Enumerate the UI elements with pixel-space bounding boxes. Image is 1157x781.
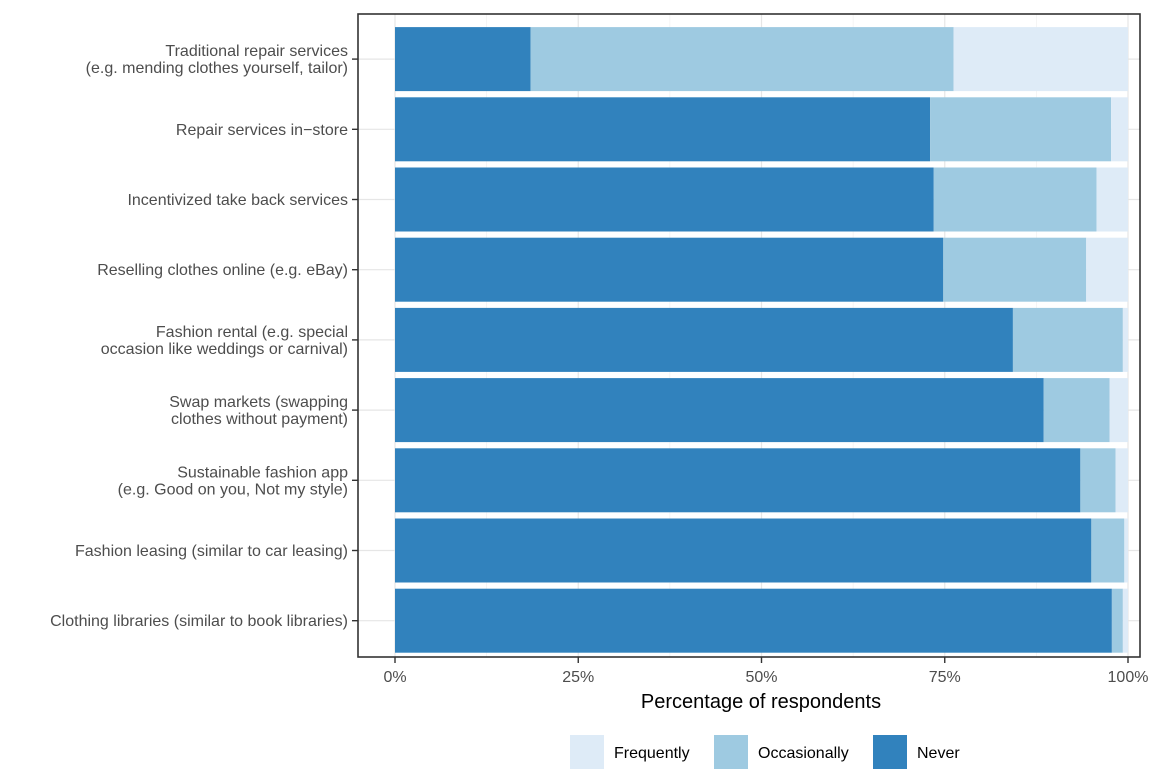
- bar-never-8: [395, 518, 1092, 583]
- legend-swatch-never: [873, 735, 907, 769]
- x-tick-label: 0%: [383, 669, 406, 686]
- bars: [395, 27, 1128, 653]
- category-label-1: Traditional repair services (e.g. mending…: [86, 43, 348, 77]
- bar-never-6: [395, 378, 1044, 443]
- category-label-line: Swap markets (swapping: [169, 394, 348, 411]
- category-label-line: (e.g. Good on you, Not my style): [118, 481, 348, 498]
- plot-panel-border: [357, 13, 1141, 658]
- bar-never-7: [395, 448, 1081, 513]
- category-label-3: Incentivized take back services: [127, 192, 348, 209]
- category-label-line: Repair services in−store: [176, 122, 348, 139]
- x-tick-label: 75%: [929, 669, 961, 686]
- bar-occasionally-9: [1111, 588, 1123, 653]
- category-label-8: Fashion leasing (similar to car leasing): [75, 543, 348, 560]
- category-label-line: occasion like weddings or carnival): [101, 341, 348, 358]
- category-label-9: Clothing libraries (similar to book libr…: [50, 613, 348, 630]
- bar-frequently-9: [1122, 588, 1128, 653]
- category-label-line: Reselling clothes online (e.g. eBay): [97, 262, 348, 279]
- category-label-line: Sustainable fashion app: [177, 464, 348, 481]
- category-label-6: Swap markets (swapping clothes without pa…: [169, 394, 348, 428]
- category-label-line: Incentivized take back services: [127, 192, 348, 209]
- bar-occasionally-4: [943, 237, 1087, 302]
- bar-occasionally-6: [1043, 378, 1110, 443]
- bar-occasionally-3: [933, 167, 1097, 232]
- category-label-7: Sustainable fashion app (e.g. Good on you…: [118, 464, 348, 498]
- bar-occasionally-1: [530, 27, 954, 92]
- x-tick-label: 100%: [1108, 669, 1149, 686]
- bar-never-4: [395, 237, 944, 302]
- category-label-line: Fashion rental (e.g. special: [156, 324, 348, 341]
- legend: Frequently Occasionally Never: [570, 735, 960, 769]
- bar-never-1: [395, 27, 531, 92]
- category-label-line: clothes without payment): [171, 411, 348, 428]
- x-axis: 0% 25% 50% 75% 100%: [383, 657, 1148, 686]
- bar-frequently-8: [1124, 518, 1128, 583]
- bar-frequently-7: [1115, 448, 1128, 513]
- bar-frequently-5: [1122, 307, 1128, 372]
- category-label-line: Clothing libraries (similar to book libr…: [50, 613, 348, 630]
- category-label-line: Traditional repair services: [165, 43, 348, 60]
- legend-swatch-frequently: [570, 735, 604, 769]
- bar-frequently-1: [953, 27, 1128, 92]
- legend-label-occasionally: Occasionally: [758, 745, 849, 762]
- category-label-5: Fashion rental (e.g. special occasion lik…: [101, 324, 348, 358]
- bar-frequently-4: [1086, 237, 1128, 302]
- bar-frequently-2: [1111, 97, 1128, 162]
- category-label-line: (e.g. mending clothes yourself, tailor): [86, 60, 348, 77]
- bar-frequently-3: [1096, 167, 1128, 232]
- bar-occasionally-2: [930, 97, 1112, 162]
- bar-never-2: [395, 97, 931, 162]
- y-axis: Traditional repair services (e.g. mending…: [50, 43, 358, 630]
- legend-swatch-occasionally: [714, 735, 748, 769]
- bar-occasionally-8: [1091, 518, 1125, 583]
- bar-never-3: [395, 167, 934, 232]
- bar-never-9: [395, 588, 1112, 653]
- x-tick-label: 50%: [745, 669, 777, 686]
- bar-frequently-6: [1109, 378, 1128, 443]
- legend-label-never: Never: [917, 745, 960, 762]
- x-axis-title: Percentage of respondents: [641, 691, 881, 713]
- x-tick-label: 25%: [562, 669, 594, 686]
- bar-occasionally-5: [1012, 307, 1123, 372]
- category-label-4: Reselling clothes online (e.g. eBay): [97, 262, 348, 279]
- legend-label-frequently: Frequently: [614, 745, 690, 762]
- bar-occasionally-7: [1080, 448, 1116, 513]
- category-label-line: Fashion leasing (similar to car leasing): [75, 543, 348, 560]
- category-label-2: Repair services in−store: [176, 122, 348, 139]
- bar-never-5: [395, 307, 1013, 372]
